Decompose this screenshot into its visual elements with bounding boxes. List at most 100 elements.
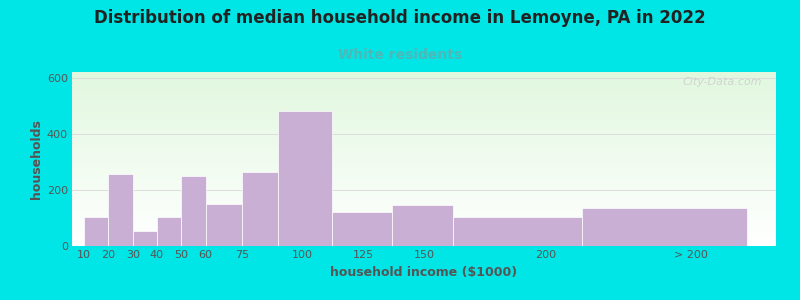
Bar [72, 209, 776, 210]
Bar [72, 212, 776, 213]
Bar [72, 124, 776, 125]
Bar [72, 135, 776, 136]
Bar [453, 217, 582, 246]
Bar [72, 185, 776, 186]
Bar [72, 133, 776, 134]
Bar [72, 207, 776, 208]
Bar [72, 82, 776, 83]
Bar [72, 227, 776, 228]
Bar [72, 218, 776, 219]
Bar [72, 159, 776, 160]
Bar [72, 77, 776, 78]
Bar [72, 219, 776, 220]
Bar [72, 82, 776, 83]
Bar [157, 217, 182, 246]
Bar [72, 175, 776, 176]
Bar [72, 99, 776, 100]
Bar [72, 140, 776, 141]
Bar [72, 203, 776, 204]
Bar [72, 150, 776, 151]
Bar [72, 217, 776, 218]
Bar [72, 240, 776, 241]
Bar [72, 113, 776, 114]
Y-axis label: households: households [30, 119, 42, 199]
Bar [72, 192, 776, 193]
Bar [72, 137, 776, 138]
Bar [72, 239, 776, 240]
Bar [72, 91, 776, 92]
Bar [72, 94, 776, 95]
Bar [72, 226, 776, 227]
Bar [72, 136, 776, 137]
Bar [72, 158, 776, 159]
Bar [72, 153, 776, 154]
Bar [72, 183, 776, 184]
Bar [72, 112, 776, 113]
Bar [72, 206, 776, 207]
Bar [72, 214, 776, 215]
Bar [72, 145, 776, 146]
Bar [72, 132, 776, 133]
Bar [72, 117, 776, 118]
Bar [72, 199, 776, 200]
Bar [72, 78, 776, 79]
Text: Distribution of median household income in Lemoyne, PA in 2022: Distribution of median household income … [94, 9, 706, 27]
Bar [72, 131, 776, 132]
Bar [72, 116, 776, 117]
Bar [72, 139, 776, 140]
Bar [72, 222, 776, 223]
Bar [72, 163, 776, 164]
Bar [72, 177, 776, 178]
Bar [72, 202, 776, 203]
Bar [72, 234, 776, 235]
Bar [72, 236, 776, 237]
Bar [72, 120, 776, 121]
Bar [72, 179, 776, 180]
Bar [72, 169, 776, 170]
Bar [72, 151, 776, 152]
Bar [72, 125, 776, 126]
Bar [72, 76, 776, 77]
Bar [72, 72, 776, 73]
Bar [182, 176, 206, 246]
Bar [72, 188, 776, 189]
Bar [133, 231, 157, 246]
Bar [72, 241, 776, 242]
Bar [72, 238, 776, 239]
Bar [72, 194, 776, 195]
Bar [72, 80, 776, 81]
Bar [72, 129, 776, 130]
Bar [72, 105, 776, 106]
Bar [72, 87, 776, 88]
Bar [72, 96, 776, 97]
Bar [72, 235, 776, 236]
Bar [72, 106, 776, 107]
Bar [72, 191, 776, 192]
Bar [242, 172, 278, 246]
Bar [72, 85, 776, 86]
Bar [72, 197, 776, 198]
Bar [72, 225, 776, 226]
Bar [72, 228, 776, 229]
Bar [72, 162, 776, 163]
Bar [72, 202, 776, 203]
Bar [72, 103, 776, 104]
Bar [72, 208, 776, 209]
Bar [72, 193, 776, 194]
Bar [72, 196, 776, 197]
Bar [72, 245, 776, 246]
Bar [72, 237, 776, 238]
Bar [72, 115, 776, 116]
Bar [72, 216, 776, 217]
Bar [72, 130, 776, 131]
Bar [72, 204, 776, 205]
Bar [72, 119, 776, 120]
Bar [72, 142, 776, 143]
Bar [72, 111, 776, 112]
Bar [72, 243, 776, 244]
Bar [72, 156, 776, 157]
Bar [72, 146, 776, 147]
Bar [72, 86, 776, 87]
Bar [72, 84, 776, 85]
Bar [72, 190, 776, 191]
